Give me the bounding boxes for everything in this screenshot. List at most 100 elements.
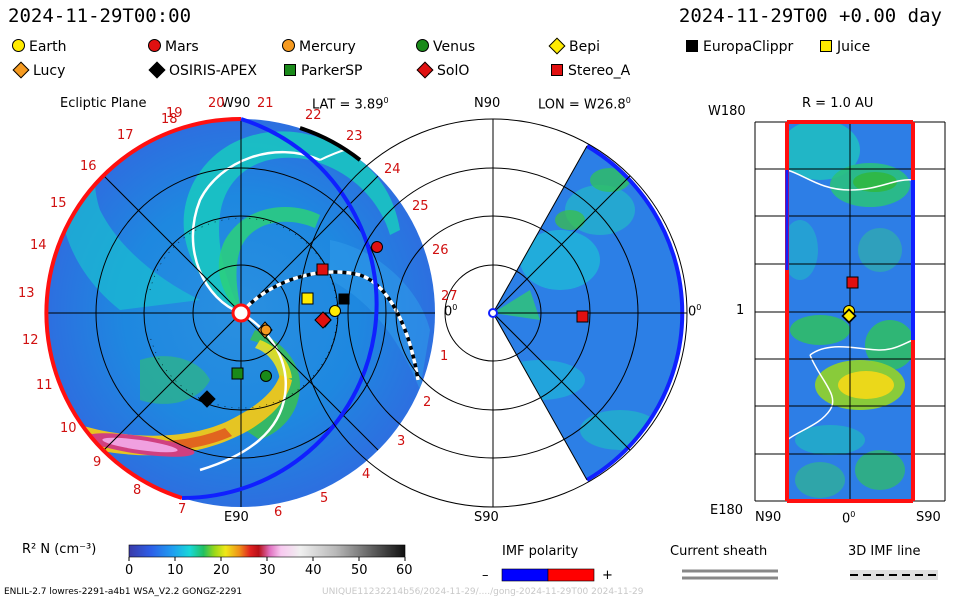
earth-marker bbox=[329, 305, 341, 317]
carrington-tick-15: 15 bbox=[50, 196, 67, 211]
earth-marker-icon bbox=[12, 39, 25, 52]
map-stereo-a-marker bbox=[846, 276, 859, 289]
carrington-tick-22: 22 bbox=[305, 108, 322, 123]
stereo-a-marker bbox=[316, 263, 329, 276]
meridional-stereo-a-marker bbox=[576, 310, 589, 323]
colorbar-tick-0: 0 bbox=[125, 563, 134, 578]
legend-item-parkersp: ParkerSP bbox=[284, 63, 362, 79]
legend-item-stereo-a: Stereo_A bbox=[551, 63, 630, 79]
europaclippr-marker bbox=[338, 293, 350, 305]
ecliptic-bottom-label: E90 bbox=[224, 510, 249, 525]
mercury-marker bbox=[260, 324, 272, 336]
carrington-tick-7: 7 bbox=[178, 502, 187, 517]
legend-item-lucy: Lucy bbox=[12, 61, 65, 79]
carrington-tick-24: 24 bbox=[384, 162, 401, 177]
meridional-bottom-label: S90 bbox=[474, 510, 499, 525]
carrington-tick-17: 17 bbox=[117, 128, 134, 143]
osiris-apex-marker bbox=[198, 390, 216, 408]
juice-marker bbox=[301, 292, 314, 305]
colorbar-tick-20: 20 bbox=[213, 563, 230, 578]
colorbar-tick-50: 50 bbox=[351, 563, 368, 578]
footer-run-id: UNIQUE11232214b56/2024-11-29/..../gong-2… bbox=[322, 587, 644, 597]
carrington-tick-9: 9 bbox=[93, 455, 102, 470]
carrington-tick-12: 12 bbox=[22, 333, 39, 348]
footer-model-info: ENLIL-2.7 lowres-2291-a4b1 WSA_V2.2 GONG… bbox=[4, 587, 243, 597]
carrington-tick-8: 8 bbox=[133, 483, 142, 498]
colorbar-gradient bbox=[128, 544, 406, 558]
carrington-tick-5: 5 bbox=[320, 491, 329, 506]
imf-polarity-minus: – bbox=[482, 568, 489, 583]
carrington-tick-3: 3 bbox=[397, 434, 406, 449]
colorbar-tick-10: 10 bbox=[167, 563, 184, 578]
map-x-left: N90 bbox=[755, 510, 782, 525]
ecliptic-panel bbox=[44, 116, 435, 507]
venus-marker-icon bbox=[416, 39, 429, 52]
imf-line-key bbox=[850, 570, 938, 580]
time-title: 2024-11-29T00:00 bbox=[8, 5, 192, 27]
solo-marker bbox=[314, 311, 332, 329]
parkersp-marker-icon bbox=[284, 64, 296, 76]
map-x-right: S90 bbox=[916, 510, 941, 525]
map-y-bottom: E180 bbox=[710, 503, 744, 518]
colorbar-tick-60: 60 bbox=[396, 563, 413, 578]
carrington-tick-25: 25 bbox=[412, 199, 429, 214]
carrington-tick-10: 10 bbox=[60, 421, 77, 436]
colorbar-tick-40: 40 bbox=[305, 563, 322, 578]
mars-marker-icon bbox=[148, 39, 161, 52]
parkersp-marker bbox=[231, 367, 244, 380]
carrington-tick-6: 6 bbox=[274, 505, 283, 520]
carrington-tick-13: 13 bbox=[18, 286, 35, 301]
legend-item-mars: Mars bbox=[148, 39, 199, 55]
imf-line-label: 3D IMF line bbox=[848, 544, 921, 559]
imf-polarity-positive bbox=[547, 568, 595, 582]
legend-item-bepi: Bepi bbox=[548, 37, 600, 55]
legend-item-osiris-apex: OSIRIS-APEX bbox=[148, 61, 257, 79]
ecliptic-title: Ecliptic Plane bbox=[60, 96, 147, 111]
imf-polarity-bar bbox=[501, 568, 595, 582]
current-sheath-label: Current sheath bbox=[670, 544, 768, 559]
meridional-top-label: N90 bbox=[474, 96, 501, 111]
juice-marker-icon bbox=[820, 40, 832, 52]
mars-marker bbox=[371, 241, 383, 253]
meridional-right-label: 00 bbox=[688, 303, 702, 320]
carrington-tick-4: 4 bbox=[362, 467, 371, 482]
carrington-tick-1: 1 bbox=[440, 349, 449, 364]
mercury-marker-icon bbox=[282, 39, 295, 52]
legend-item-solo: SolO bbox=[416, 61, 469, 79]
legend-item-juice: Juice bbox=[820, 39, 870, 55]
europaclippr-marker-icon bbox=[686, 40, 698, 52]
map-y-top: W180 bbox=[708, 104, 746, 119]
map-bepi-marker bbox=[842, 309, 856, 323]
legend-item-earth: Earth bbox=[12, 39, 67, 55]
map-x-mid: 00 bbox=[842, 510, 856, 527]
venus-marker bbox=[260, 370, 272, 382]
offset-title: 2024-11-29T00 +0.00 day bbox=[678, 5, 942, 27]
ecliptic-right-label: 00 bbox=[444, 303, 458, 320]
carrington-tick-2: 2 bbox=[423, 395, 432, 410]
legend-item-mercury: Mercury bbox=[282, 39, 356, 55]
carrington-tick-26: 26 bbox=[432, 243, 449, 258]
colorbar-label: R² N (cm⁻³) bbox=[22, 542, 97, 557]
meridional-panel bbox=[298, 118, 688, 508]
imf-polarity-negative bbox=[501, 568, 549, 582]
carrington-tick-16: 16 bbox=[80, 159, 97, 174]
current-sheath-key bbox=[682, 569, 778, 580]
legend-item-europaclippr: EuropaClippr bbox=[686, 39, 793, 55]
map-panel bbox=[754, 120, 946, 503]
carrington-tick-20: 20 bbox=[208, 96, 225, 111]
carrington-tick-11: 11 bbox=[36, 378, 53, 393]
colorbar-tick-30: 30 bbox=[259, 563, 276, 578]
carrington-tick-27: 27 bbox=[441, 289, 458, 304]
carrington-tick-21: 21 bbox=[257, 96, 274, 111]
carrington-tick-18: 18 bbox=[161, 112, 178, 127]
ecliptic-top-label: W90 bbox=[221, 96, 251, 111]
colorbar bbox=[128, 544, 406, 561]
lat-label: LAT = 3.890 bbox=[312, 96, 389, 113]
ecliptic-objects bbox=[198, 241, 383, 408]
carrington-tick-23: 23 bbox=[346, 129, 363, 144]
lon-label: LON = W26.80 bbox=[538, 96, 631, 113]
map-title: R = 1.0 AU bbox=[802, 96, 874, 111]
imf-polarity-label: IMF polarity bbox=[502, 544, 579, 559]
stereo-a-marker-icon bbox=[551, 64, 563, 76]
